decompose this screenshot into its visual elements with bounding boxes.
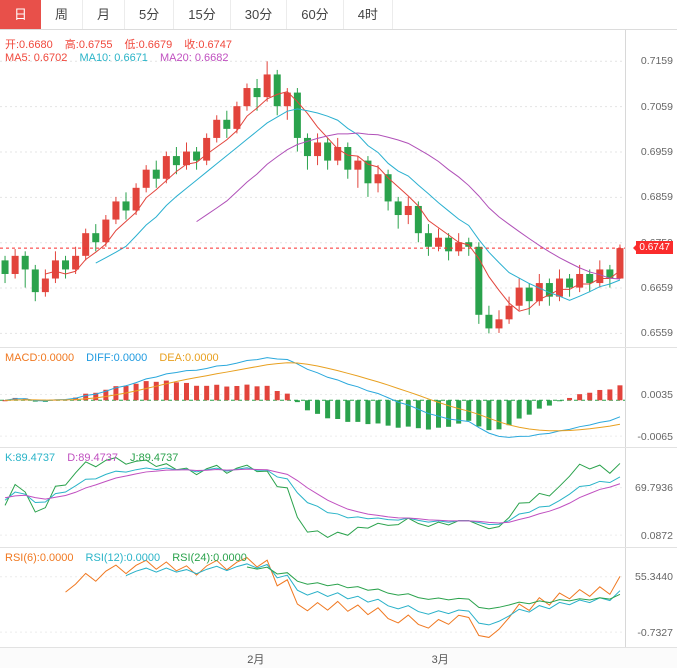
ma10-line bbox=[95, 108, 621, 301]
d-line bbox=[4, 468, 621, 524]
macd-axis: 0.0035 -0.0065 bbox=[625, 348, 677, 447]
rsi-axis-label: 55.3440 bbox=[635, 571, 673, 583]
time-axis: 2月 3月 bbox=[0, 648, 677, 668]
price-axis: 0.6747 0.71590.70590.69590.68590.67590.6… bbox=[625, 30, 677, 347]
rsi-axis: 55.3440 -0.7327 bbox=[625, 548, 677, 647]
macd-histogram bbox=[2, 380, 623, 431]
main-price-panel: 开:0.6680 高:0.6755 低:0.6679 收:0.6747 MA5:… bbox=[0, 30, 677, 348]
kdj-axis-label: 69.7936 bbox=[635, 482, 673, 494]
kdj-panel: K:89.4737 D:89.4737 J:89.4737 69.7936 0.… bbox=[0, 448, 677, 548]
rsi-chart[interactable] bbox=[0, 548, 625, 647]
candlestick-chart[interactable] bbox=[0, 30, 625, 347]
price-axis-label: 0.7059 bbox=[640, 100, 673, 113]
rsi24-line bbox=[246, 566, 621, 610]
price-axis-label: 0.7159 bbox=[640, 55, 673, 68]
rsi6-line bbox=[65, 556, 621, 638]
macd-chart[interactable] bbox=[0, 348, 625, 447]
kdj-axis-label: 0.0872 bbox=[640, 530, 673, 542]
price-axis-label: 0.6859 bbox=[640, 191, 673, 204]
candles-group bbox=[1, 61, 624, 334]
j-line bbox=[4, 457, 621, 538]
tab-monthly[interactable]: 月 bbox=[83, 0, 126, 29]
month-label-mar: 3月 bbox=[431, 654, 449, 666]
rsi12-line bbox=[125, 563, 621, 626]
ma20-line bbox=[196, 132, 620, 280]
kdj-chart[interactable] bbox=[0, 448, 625, 547]
diff-line bbox=[4, 357, 621, 438]
k-line bbox=[4, 467, 621, 526]
dea-line bbox=[5, 362, 621, 432]
macd-axis-label: 0.0035 bbox=[640, 389, 673, 401]
macd-panel: MACD:0.0000 DIFF:0.0000 DEA:0.0000 0.003… bbox=[0, 348, 677, 448]
tab-weekly[interactable]: 周 bbox=[41, 0, 84, 29]
tab-60min[interactable]: 60分 bbox=[287, 0, 344, 29]
rsi-axis-label: -0.7327 bbox=[637, 627, 673, 639]
month-label-feb: 2月 bbox=[247, 654, 265, 666]
last-price-tag: 0.6747 bbox=[633, 241, 673, 255]
price-axis-label: 0.6959 bbox=[640, 145, 673, 158]
price-axis-label: 0.6659 bbox=[640, 282, 673, 295]
price-axis-label: 0.6559 bbox=[640, 327, 673, 340]
macd-axis-label: -0.0065 bbox=[637, 431, 673, 443]
tab-5min[interactable]: 5分 bbox=[125, 0, 175, 29]
tab-4hour[interactable]: 4时 bbox=[344, 0, 393, 29]
ma5-line bbox=[45, 91, 621, 312]
tab-15min[interactable]: 15分 bbox=[174, 0, 231, 29]
rsi-panel: RSI(6):0.0000 RSI(12):0.0000 RSI(24):0.0… bbox=[0, 548, 677, 648]
kdj-axis: 69.7936 0.0872 bbox=[625, 448, 677, 547]
timeframe-tabbar: 日 周 月 5分 15分 30分 60分 4时 bbox=[0, 0, 677, 30]
tab-30min[interactable]: 30分 bbox=[231, 0, 288, 29]
tab-daily[interactable]: 日 bbox=[0, 0, 42, 29]
